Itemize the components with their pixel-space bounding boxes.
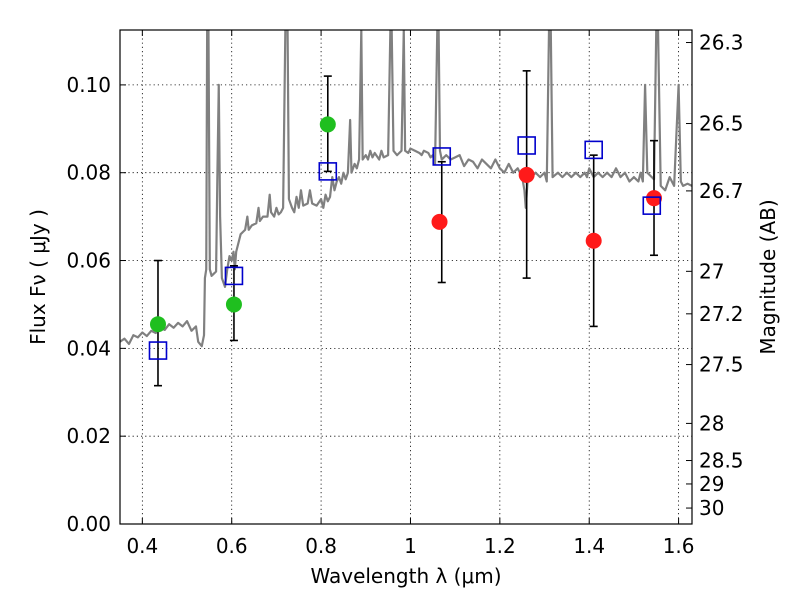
model-point	[318, 162, 338, 181]
right-tick-label: 26.3	[699, 31, 744, 55]
y-tick-label: 0.04	[66, 336, 111, 360]
x-tick-label: 1.4	[573, 534, 605, 558]
y-tick-label: 0.08	[66, 161, 111, 185]
plot-frame	[119, 29, 693, 525]
data-point	[225, 296, 242, 313]
right-tick-label: 28	[699, 411, 724, 435]
y-tick-label: 0.02	[66, 424, 111, 448]
model-point	[148, 341, 168, 360]
ticks	[120, 30, 692, 525]
x-tick-label: 0.6	[216, 534, 248, 558]
data-point	[585, 232, 602, 249]
right-tick-label: 27.5	[699, 353, 744, 377]
right-axis-label: Magnitude (AB)	[756, 199, 780, 354]
x-tick-label: 1.6	[663, 534, 695, 558]
y-tick-label: 0.00	[66, 512, 111, 536]
right-tick-label: 27.2	[699, 302, 744, 326]
data-point	[431, 213, 448, 230]
x-tick-label: 0.8	[305, 534, 337, 558]
data-point	[518, 166, 535, 183]
spectrum-line	[120, 30, 692, 348]
tick-labels: 0.4 0.6 0.8 1 1.2 1.4 1.6 0.00 0.02 0.04 0.06 0.08 0…	[66, 31, 743, 558]
y-tick-label: 0.10	[66, 73, 111, 97]
x-tick-label: 1	[404, 534, 417, 558]
model-point	[642, 196, 662, 215]
x-tick-label: 0.4	[126, 534, 158, 558]
x-tick-label: 1.2	[484, 534, 516, 558]
data-point	[646, 190, 663, 207]
data-point	[149, 316, 166, 333]
right-tick-label: 26.7	[699, 179, 744, 203]
right-tick-label: 29	[699, 472, 724, 496]
model-point	[224, 266, 244, 286]
plot-area	[120, 30, 692, 387]
model-point	[517, 136, 536, 155]
right-tick-label: 28.5	[699, 449, 744, 473]
right-tick-label: 27	[699, 259, 724, 283]
right-tick-label: 26.5	[699, 112, 744, 136]
model-point	[432, 147, 452, 166]
y-tick-label: 0.06	[66, 249, 111, 273]
x-axis-label: Wavelength λ (μm)	[310, 564, 501, 588]
data-point	[319, 116, 336, 133]
y-axis-label: Flux Fν ( μJy )	[26, 209, 50, 345]
model-point	[584, 140, 603, 160]
right-tick-label: 30	[699, 496, 724, 520]
